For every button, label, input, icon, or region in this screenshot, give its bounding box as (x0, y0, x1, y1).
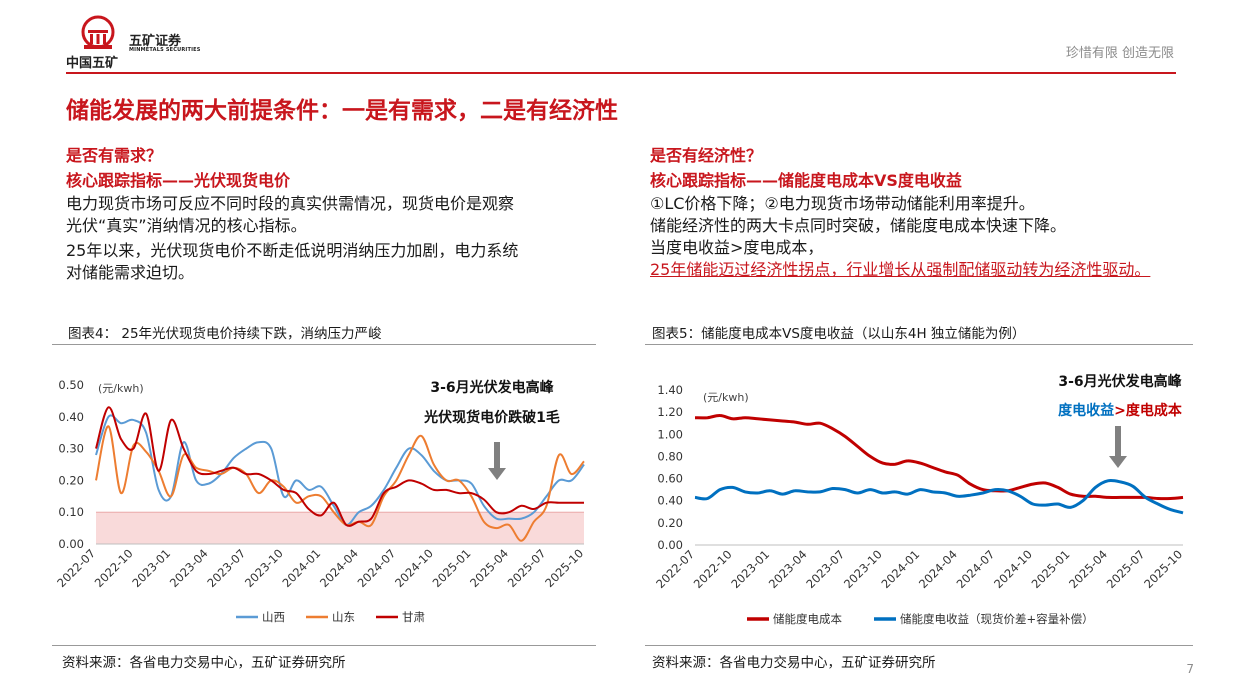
chart-solar-spot-price: 0.000.100.200.300.400.502022-072022-1020… (54, 378, 586, 624)
annotation-gt-cost: >度电成本 (1114, 402, 1183, 419)
slogan: 珍惜有限 创造无限 (1065, 46, 1174, 61)
x-tick-label: 2024-10 (991, 547, 1035, 591)
page-number: 7 (1186, 662, 1194, 676)
x-tick-label: 2025-01 (430, 546, 474, 590)
x-tick-label: 2023-10 (242, 546, 286, 590)
figure4-title: 图表4： 25年光伏现货电价持续下跌，消纳压力严峻 (68, 326, 382, 342)
unit-label: (元/kwh) (703, 391, 749, 404)
y-tick-label: 0.60 (657, 472, 683, 486)
left-question: 是否有需求？ (66, 146, 163, 165)
legend-label: 甘肃 (402, 610, 425, 624)
right-key-indicator: 核心跟踪指标——储能度电成本VS度电收益 (650, 171, 962, 190)
down-arrow-shaft (1115, 426, 1121, 456)
y-tick-label: 0.40 (58, 410, 84, 424)
right-line2: 储能经济性的两大卡点同时突破，储能度电成本快速下降。 (650, 216, 1067, 235)
brand-name: 五矿证券 (129, 34, 182, 49)
annotation-revenue-gt-cost: 度电收益>度电成本 (1058, 402, 1183, 419)
down-arrow-icon (1109, 456, 1127, 468)
x-tick-label: 2024-07 (954, 547, 998, 591)
x-tick-label: 2023-01 (728, 547, 772, 591)
x-tick-label: 2023-07 (204, 546, 248, 590)
figure5-bottom-rule (645, 645, 1193, 646)
x-tick-label: 2025-07 (505, 546, 549, 590)
annotation-price-below-0.1: 光伏现货电价跌破1毛 (423, 409, 560, 426)
left-para1-line2: 光伏“真实”消纳情况的核心指标。 (66, 216, 307, 235)
x-tick-label: 2023-01 (129, 546, 173, 590)
legend-label: 储能度电成本 (773, 612, 842, 626)
company-name-cn: 中国五矿 (66, 56, 119, 71)
series-line-1 (694, 413, 1184, 501)
y-tick-label: 0.00 (657, 538, 683, 552)
annotation-solar-peak: 3-6月光伏发电高峰 (430, 379, 554, 396)
page-title: 储能发展的两大前提条件：一是有需求，二是有经济性 (66, 98, 618, 124)
y-tick-label: 0.10 (58, 505, 84, 519)
y-tick-label: 0.30 (58, 442, 84, 456)
x-tick-label: 2025-04 (1066, 547, 1110, 591)
down-arrow-shaft (494, 442, 500, 468)
x-tick-label: 2024-10 (392, 546, 436, 590)
x-tick-label: 2025-04 (467, 546, 511, 590)
legend-label: 山西 (262, 610, 285, 624)
y-tick-label: 0.50 (58, 378, 84, 392)
figure5-top-rule (645, 344, 1193, 345)
right-line3: 当度电收益>度电成本， (650, 238, 824, 257)
x-tick-label: 2022-07 (653, 547, 697, 591)
figure4-bottom-rule (52, 645, 596, 646)
y-tick-label: 1.40 (657, 383, 683, 397)
unit-label: (元/kwh) (98, 382, 144, 395)
figure4-top-rule (52, 344, 596, 345)
figure4-source: 资料来源：各省电力交易中心，五矿证券研究所 (62, 655, 346, 671)
x-tick-label: 2023-07 (803, 547, 847, 591)
y-tick-label: 1.00 (657, 427, 683, 441)
x-tick-label: 2024-07 (355, 546, 399, 590)
x-tick-label: 2024-04 (916, 547, 960, 591)
series-line-1 (95, 414, 585, 526)
left-paragraph-2: 25年以来，光伏现货电价不断走低说明消纳压力加剧，电力系统 对储能需求迫切。 (66, 240, 518, 284)
figure5-title: 图表5：储能度电成本VS度电收益（以山东4H 独立储能为例） (652, 326, 1026, 342)
header-divider (66, 72, 1176, 74)
x-tick-label: 2023-04 (167, 546, 211, 590)
x-tick-label: 2025-10 (542, 546, 586, 590)
right-line1: ①LC价格下降；②电力现货市场带动储能利用率提升。 (650, 194, 1035, 213)
right-question: 是否有经济性？ (650, 146, 763, 165)
x-tick-label: 2025-01 (1029, 547, 1073, 591)
y-tick-label: 0.40 (657, 494, 683, 508)
left-para2-line2: 对储能需求迫切。 (66, 263, 195, 282)
x-tick-label: 2022-10 (691, 547, 735, 591)
chart-storage-cost-vs-revenue: 0.000.200.400.600.801.001.201.402022-072… (653, 373, 1185, 626)
annotation-revenue: 度电收益 (1058, 402, 1114, 419)
brand-name-en: MINMETALS SECURITIES (129, 47, 201, 53)
company-logo-icon (81, 15, 115, 49)
y-tick-label: 1.20 (657, 405, 683, 419)
series-line-3 (95, 406, 584, 527)
x-tick-label: 2024-01 (878, 547, 922, 591)
legend-label: 山东 (332, 610, 355, 624)
y-tick-label: 0.20 (657, 516, 683, 530)
left-para1-line1: 电力现货市场可反应不同时段的真实供需情况，现货电价是观察 (66, 194, 515, 213)
left-key-indicator: 核心跟踪指标——光伏现货电价 (66, 171, 291, 190)
left-para2-line1: 25年以来，光伏现货电价不断走低说明消纳压力加剧，电力系统 (66, 241, 519, 260)
y-tick-label: 0.20 (58, 473, 84, 487)
left-paragraph-1: 电力现货市场可反应不同时段的真实供需情况，现货电价是观察 光伏“真实”消纳情况的… (66, 193, 514, 237)
x-tick-label: 2024-01 (279, 546, 323, 590)
x-tick-label: 2025-10 (1141, 547, 1185, 591)
annotation-solar-peak: 3-6月光伏发电高峰 (1058, 373, 1182, 390)
x-tick-label: 2022-07 (54, 546, 98, 590)
right-paragraph: ①LC价格下降；②电力现货市场带动储能利用率提升。 储能经济性的两大卡点同时突破… (650, 193, 1150, 281)
series-line-2 (694, 478, 1184, 515)
series-line-2 (95, 425, 585, 542)
x-tick-label: 2025-07 (1104, 547, 1148, 591)
legend-label: 储能度电收益（现货价差+容量补偿） (900, 612, 1094, 626)
y-tick-label: 0.80 (657, 449, 683, 463)
figure5-source: 资料来源：各省电力交易中心，五矿证券研究所 (652, 655, 936, 671)
x-tick-label: 2023-04 (766, 547, 810, 591)
y-tick-label: 0.00 (58, 537, 84, 551)
x-tick-label: 2024-04 (317, 546, 361, 590)
x-tick-label: 2023-10 (841, 547, 885, 591)
x-tick-label: 2022-10 (92, 546, 136, 590)
down-arrow-icon (488, 468, 506, 480)
right-line4-highlight: 25年储能迈过经济性拐点，行业增长从强制配储驱动转为经济性驱动。 (650, 260, 1151, 279)
